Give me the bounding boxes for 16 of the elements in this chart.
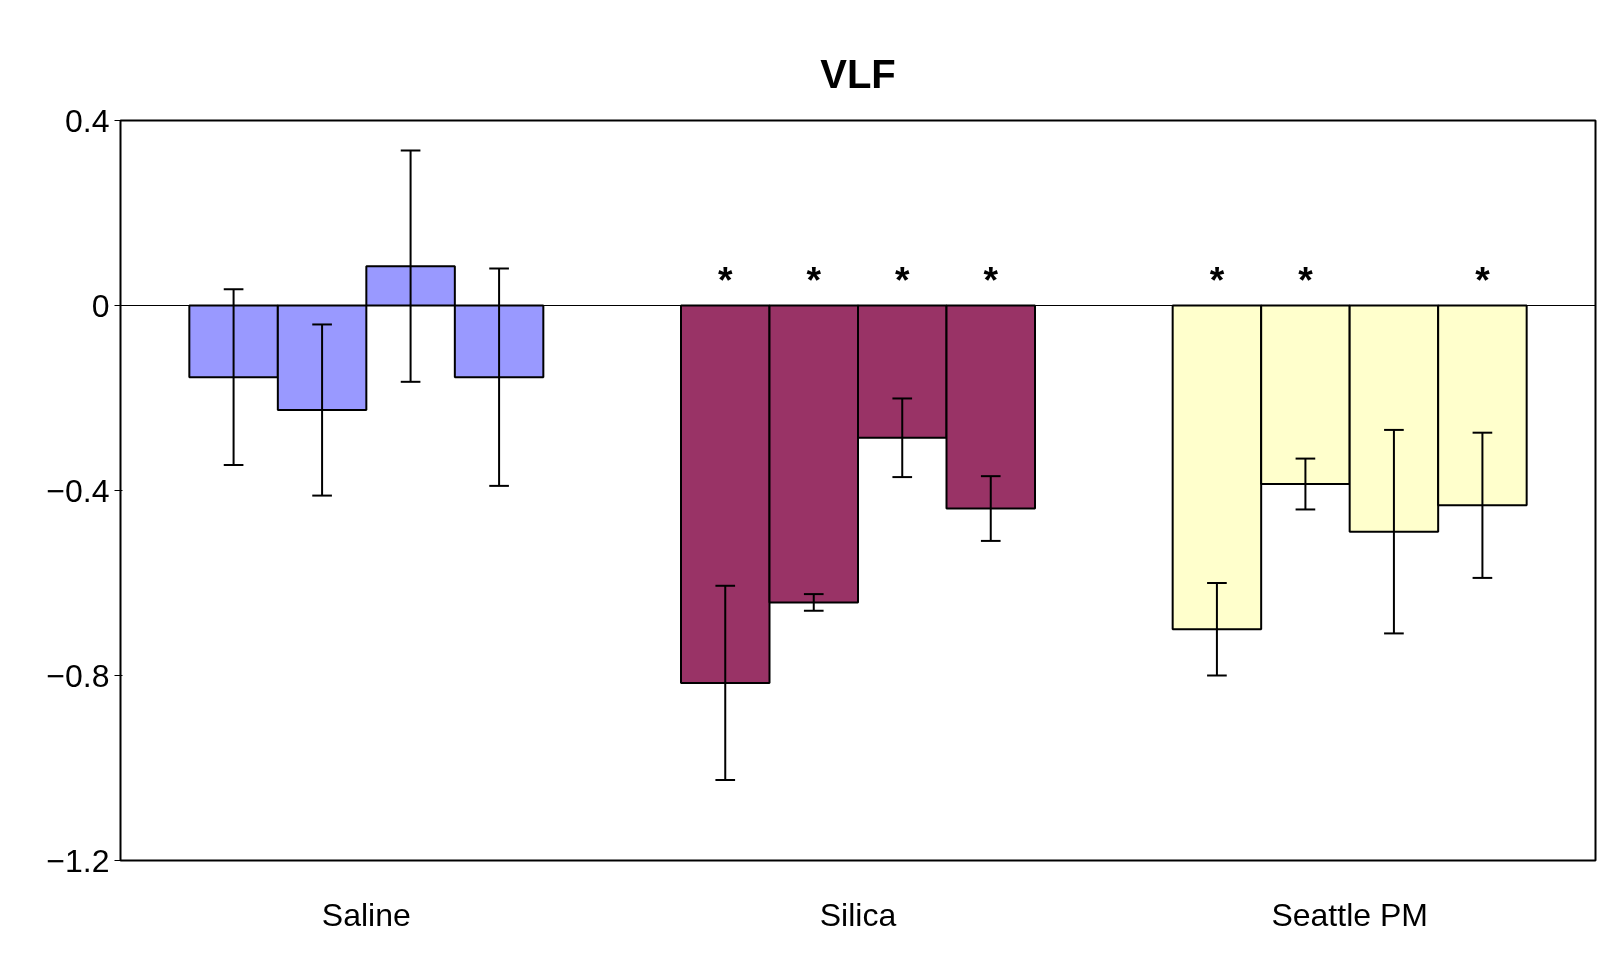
y-tick-label: 0 <box>91 287 110 324</box>
y-tick-label: 0.4 <box>65 102 110 139</box>
data-label: * <box>1209 258 1225 301</box>
y-tick-label: −0.4 <box>46 472 110 509</box>
x-tick-label: Silica <box>819 896 897 933</box>
x-tick-label: Saline <box>321 896 411 933</box>
y-tick-label: −1.2 <box>46 842 110 879</box>
y-tick-label: −0.8 <box>46 657 110 694</box>
x-tick-label: Seattle PM <box>1271 896 1428 933</box>
data-label: * <box>1298 258 1314 301</box>
data-label: * <box>983 258 999 301</box>
data-label: * <box>1475 258 1491 301</box>
chart-title: VLF <box>820 51 896 96</box>
data-label: * <box>894 258 910 301</box>
data-label: * <box>806 258 822 301</box>
data-label: * <box>717 258 733 301</box>
